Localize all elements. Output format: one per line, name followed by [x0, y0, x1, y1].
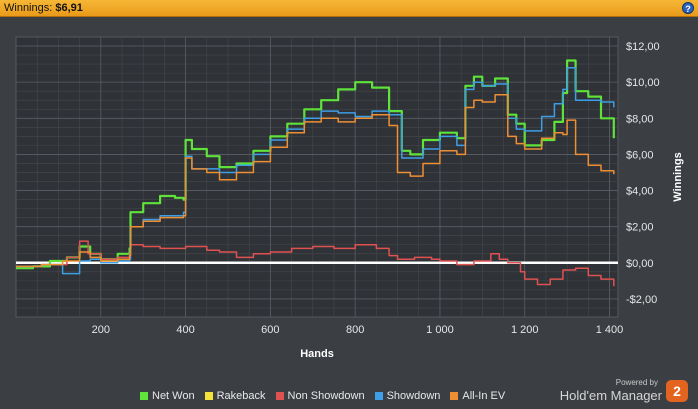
x-tick-label: 400 — [176, 324, 194, 336]
x-tick-label: 800 — [346, 324, 364, 336]
winnings-value: $6,91 — [55, 2, 83, 14]
legend-swatch — [450, 392, 459, 400]
x-tick-label: 1 200 — [511, 324, 539, 336]
legend-item[interactable]: All-In EV — [450, 388, 505, 404]
legend-item[interactable]: Non Showdown — [275, 388, 365, 404]
y-tick-label: $4,00 — [626, 186, 654, 198]
legend-item[interactable]: Rakeback — [204, 388, 266, 404]
legend-label: Net Won — [152, 390, 195, 402]
brand-logo: Powered by Hold'em Manager 2 — [560, 376, 692, 406]
plot-area — [15, 36, 619, 318]
y-tick-label: $12,00 — [626, 41, 660, 53]
help-icon[interactable]: ? — [682, 2, 694, 14]
legend-item[interactable]: Showdown — [374, 388, 441, 404]
x-tick-label: 200 — [92, 324, 110, 336]
x-tick-label: 1 000 — [426, 324, 454, 336]
legend-label: All-In EV — [462, 390, 506, 402]
y-tick-label: $10,00 — [626, 77, 660, 89]
legend-swatch — [140, 392, 148, 400]
winnings-chart: 200 400 600 800 1 000 1 200 1 400 -$2,00 $0,00 $2… — [15, 36, 684, 360]
powered-by-text: Powered by — [615, 378, 658, 387]
legend-label: Non Showdown — [287, 390, 365, 402]
series-line-all-in-ev — [16, 94, 615, 268]
winnings-label: Winnings: — [4, 2, 53, 14]
y-axis-title: Winnings — [672, 152, 684, 201]
x-axis-title: Hands — [300, 348, 334, 360]
winnings-summary: Winnings: $6,91 — [4, 2, 83, 14]
chart-legend: Net Won Rakeback Non Showdown Showdown All-I… — [140, 388, 505, 404]
brand-name: Hold'em Manager — [559, 388, 662, 403]
legend-item[interactable]: Net Won — [140, 388, 195, 404]
series-line-net-won — [16, 59, 615, 270]
y-tick-label: $8,00 — [626, 113, 654, 125]
y-tick-label: $0,00 — [626, 258, 654, 270]
legend-swatch — [204, 392, 213, 400]
y-tick-label: -$2,00 — [626, 294, 657, 306]
legend-label: Showdown — [386, 390, 441, 402]
x-tick-label: 1 400 — [596, 324, 624, 336]
y-tick-label: $6,00 — [626, 149, 654, 161]
legend-swatch — [275, 392, 284, 400]
y-tick-label: $2,00 — [626, 222, 654, 234]
brand-badge: 2 — [666, 380, 688, 402]
x-tick-label: 600 — [261, 324, 279, 336]
legend-swatch — [374, 392, 383, 400]
title-bar: Winnings: $6,91 ? — [0, 0, 698, 17]
legend-label: Rakeback — [216, 390, 266, 402]
